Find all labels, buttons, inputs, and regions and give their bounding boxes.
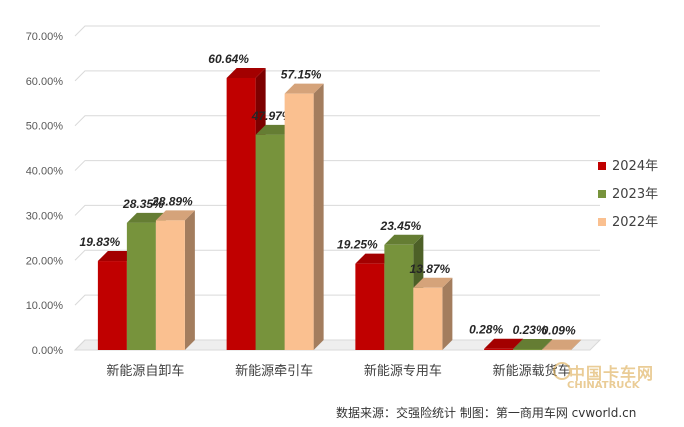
bar-side	[184, 210, 195, 350]
data-label: 0.09%	[542, 324, 576, 338]
x-category-label: 新能源专用车	[364, 363, 442, 379]
legend-label: 2023年	[612, 187, 658, 202]
bar	[384, 244, 414, 350]
bar-side	[313, 83, 324, 351]
data-label: 23.45%	[380, 219, 422, 233]
watermark: 中国卡车网 CHINATRUCK	[553, 360, 667, 404]
legend-label: 2022年	[612, 215, 658, 230]
gridline	[74, 70, 600, 82]
y-tick-label: 40.00%	[26, 166, 64, 178]
bar	[126, 222, 156, 350]
bar	[542, 349, 572, 351]
gridline	[74, 115, 600, 127]
data-label: 28.35%	[122, 197, 164, 211]
bar	[413, 287, 443, 350]
y-tick-label: 10.00%	[26, 300, 64, 312]
bar	[226, 77, 256, 351]
watermark-sub: CHINATRUCK	[567, 380, 640, 391]
data-label: 19.25%	[337, 238, 378, 252]
data-label: 13.87%	[410, 262, 451, 276]
gridline	[74, 25, 600, 37]
bar-top	[384, 234, 424, 245]
data-label: 57.15%	[281, 68, 322, 82]
bar	[97, 261, 127, 350]
y-tick-label: 30.00%	[26, 210, 64, 222]
bar-top	[413, 277, 453, 288]
bar-top	[513, 338, 553, 349]
bar	[255, 134, 285, 350]
plot-back-wall	[85, 26, 600, 340]
legend-swatch	[598, 162, 606, 170]
bar	[484, 348, 514, 350]
bar	[355, 263, 385, 350]
data-label: 28.89%	[151, 194, 193, 208]
y-tick-label: 20.00%	[26, 255, 64, 267]
gridline	[74, 160, 600, 171]
data-label: 47.97%	[251, 109, 293, 123]
x-category-label: 新能源载货车	[493, 363, 571, 379]
bar-top	[284, 83, 324, 94]
bar-top	[155, 210, 195, 221]
bar	[284, 93, 314, 351]
data-label: 0.23%	[513, 323, 547, 337]
data-label: 0.28%	[469, 323, 503, 337]
bar-top	[484, 338, 524, 349]
gridline	[74, 204, 600, 216]
watermark-brand: 中国卡车网	[569, 364, 655, 383]
legend-label: 2024年	[612, 159, 658, 174]
data-label: 19.83%	[80, 235, 121, 249]
bar-side	[571, 339, 582, 350]
x-category-label: 新能源牵引车	[235, 363, 313, 379]
x-category-label: 新能源自卸车	[106, 363, 184, 379]
bar	[155, 220, 185, 350]
legend-swatch	[598, 190, 606, 198]
bar-top	[542, 339, 582, 350]
data-label: 60.64%	[208, 52, 249, 66]
legend-swatch	[598, 218, 606, 226]
bar	[513, 348, 543, 350]
gridline	[74, 249, 600, 261]
y-tick-label: 60.00%	[26, 76, 64, 88]
source-note: 数据来源：交强险统计 制图：第一商用车网 cvworld.cn	[336, 406, 637, 420]
bar-top	[226, 67, 266, 78]
y-tick-label: 0.00%	[32, 345, 63, 357]
bar-side	[442, 277, 453, 350]
y-tick-label: 70.00%	[26, 31, 64, 43]
watermark-logo-icon	[553, 362, 571, 380]
y-tick-label: 50.00%	[26, 121, 64, 133]
